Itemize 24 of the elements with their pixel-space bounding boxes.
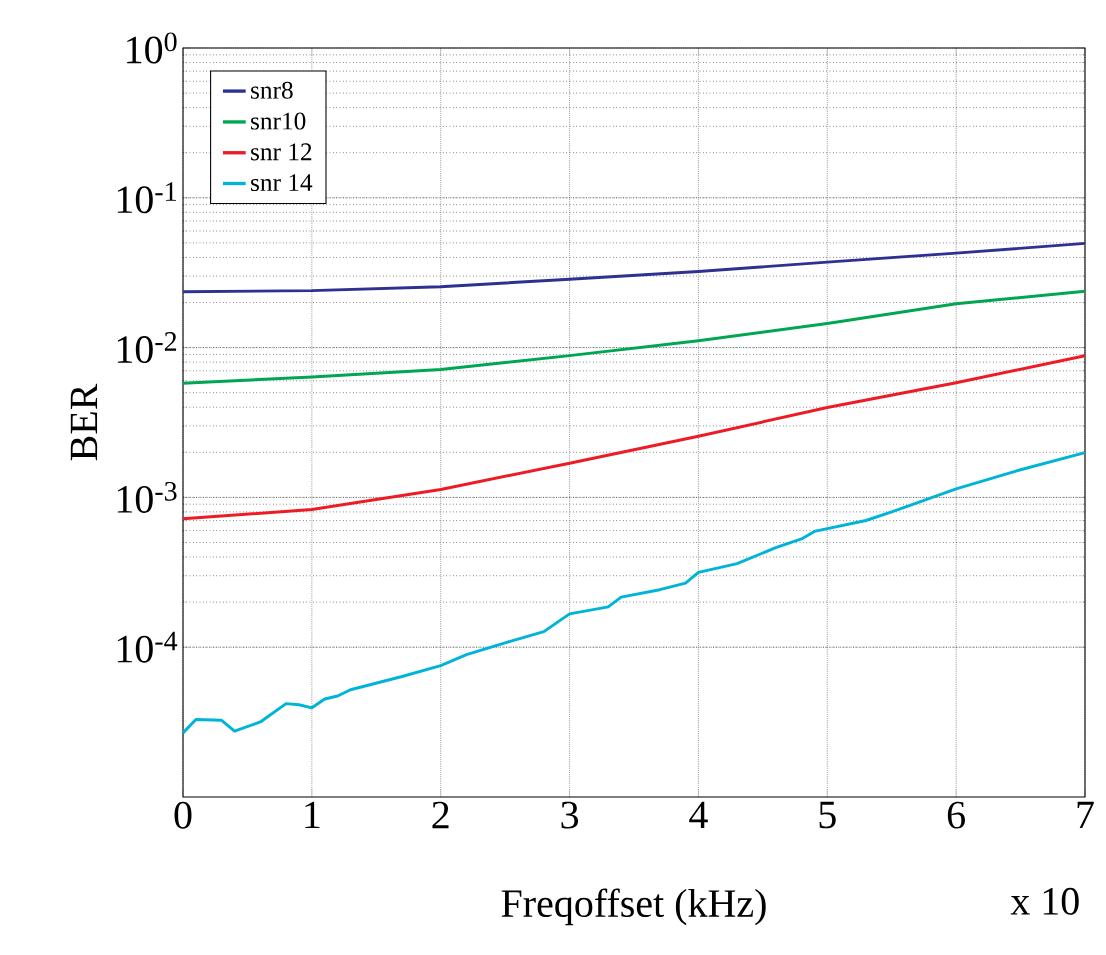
- x-tick-label: 2: [432, 801, 449, 829]
- y-tick-label: 10$^{-4}$: [117, 631, 178, 663]
- x-tick-label: 1: [305, 801, 320, 829]
- legend-label: snr10: [251, 112, 306, 130]
- line-series: [181, 354, 1087, 521]
- x-tick-label: 4: [689, 801, 708, 829]
- x-axis-title: Freqoffset (kHz): [501, 888, 766, 926]
- x-tick-label: 6: [947, 801, 965, 829]
- legend-label: snr 12: [251, 143, 312, 161]
- line-series: [181, 289, 1087, 385]
- legend-label: snr8: [251, 81, 293, 99]
- y-tick-label: 10$^{-2}$: [117, 332, 177, 364]
- line-series: [181, 451, 1087, 735]
- x-tick-label: 7: [1077, 801, 1094, 828]
- y-tick-label: 10$^{0}$: [127, 32, 177, 64]
- y-tick-label: 10$^{-3}$: [117, 481, 177, 513]
- line-series: [181, 241, 1087, 294]
- x-tick-label: 0: [174, 801, 192, 829]
- text: x 10: [1010, 887, 1079, 915]
- legend-label: snr 14: [251, 174, 313, 192]
- x-tick-label: 5: [819, 801, 836, 829]
- x-tick-label: 3: [561, 801, 579, 829]
- y-tick-label: 10$^{-1}$: [117, 182, 176, 214]
- y-axis-title: BER: [70, 383, 98, 461]
